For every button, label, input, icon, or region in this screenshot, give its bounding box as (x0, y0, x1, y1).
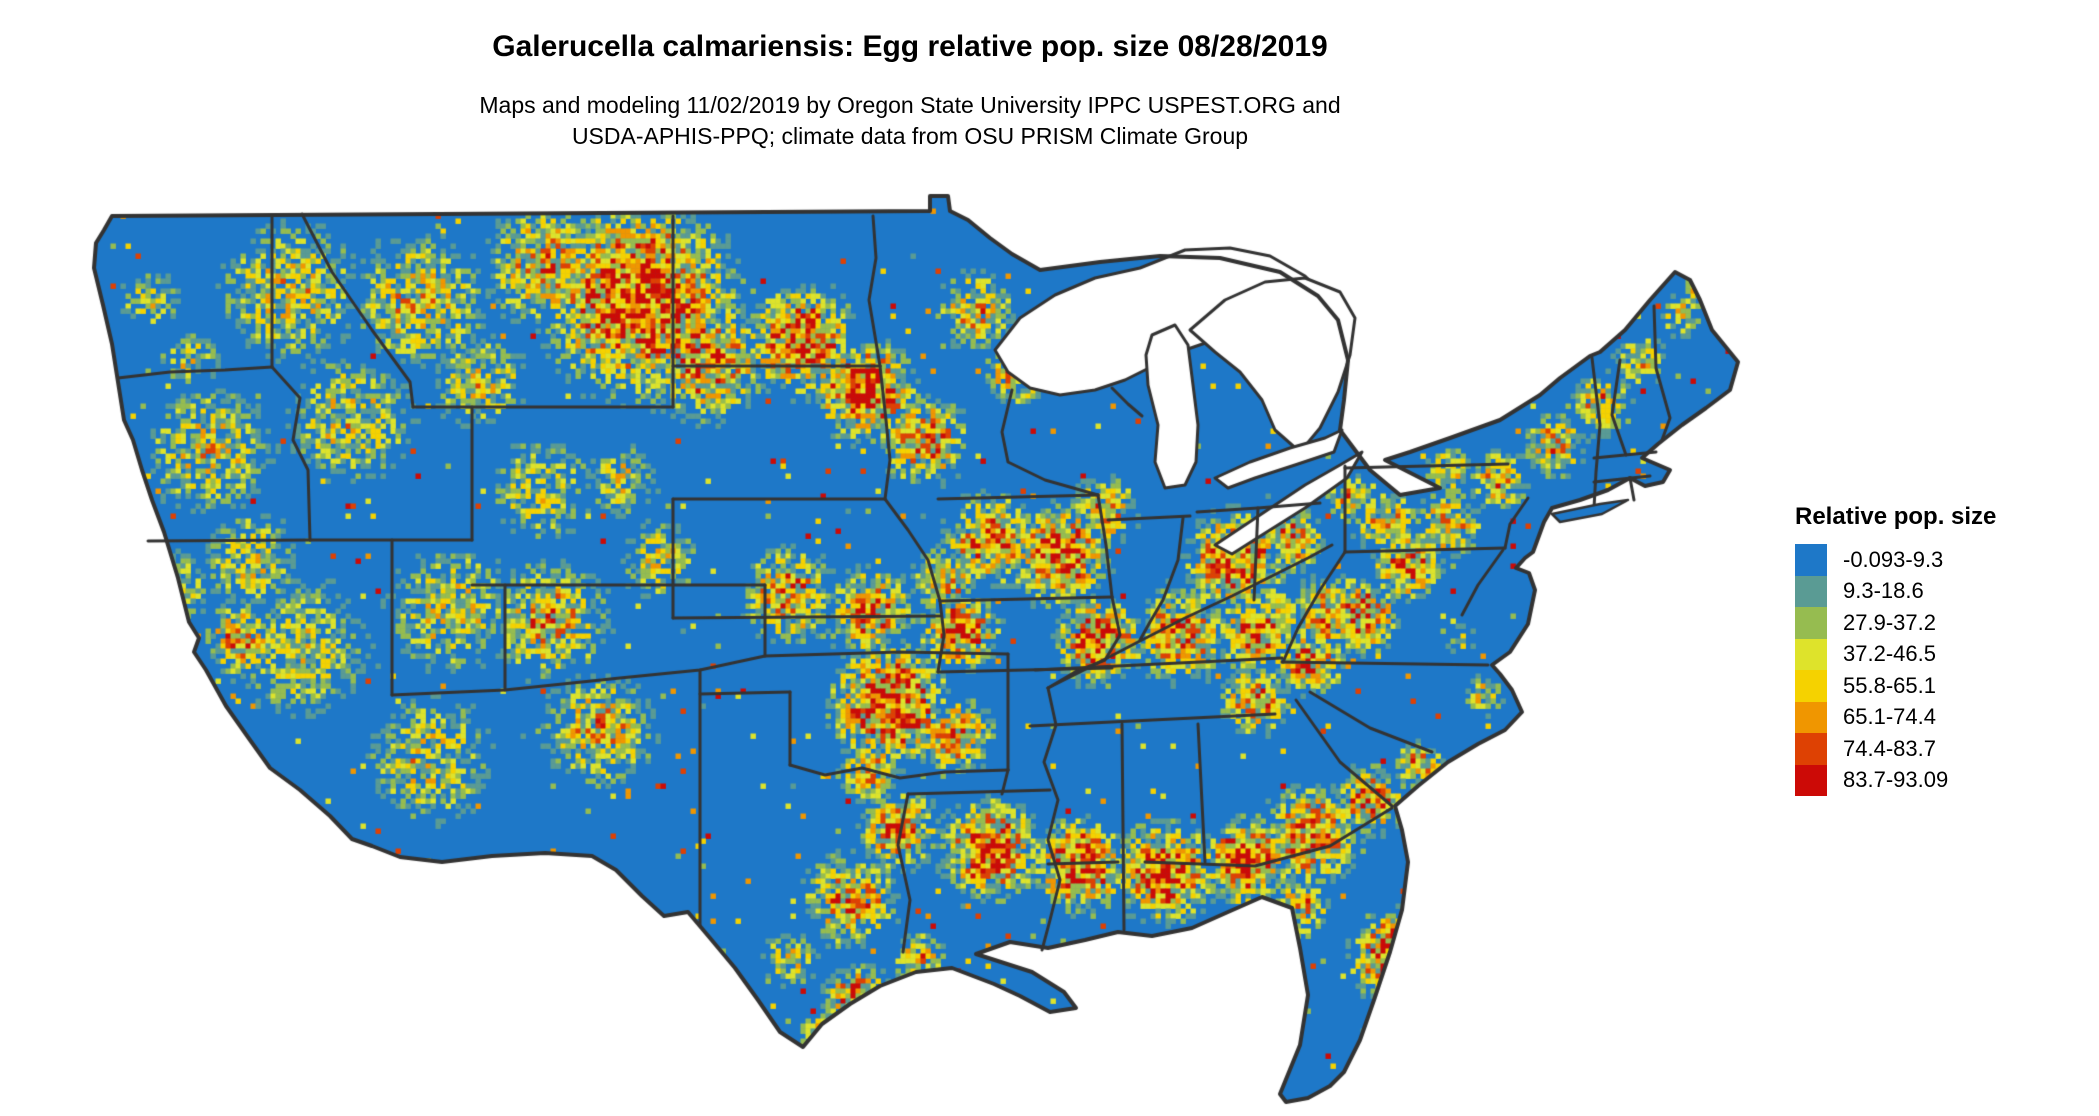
legend-row: 55.8-65.1 (1795, 670, 2095, 702)
legend-swatch (1795, 764, 1827, 796)
legend-row: -0.093-9.3 (1795, 544, 2095, 576)
legend-swatch (1795, 607, 1827, 639)
legend-swatch (1795, 544, 1827, 576)
legend-swatch (1795, 575, 1827, 607)
legend-swatch (1795, 638, 1827, 670)
legend-row: 9.3-18.6 (1795, 575, 2095, 607)
legend-swatch (1795, 701, 1827, 733)
legend-label: 74.4-83.7 (1843, 735, 1936, 761)
legend-row: 27.9-37.2 (1795, 607, 2095, 639)
legend-label: 83.7-93.09 (1843, 767, 1949, 793)
legend-row: 37.2-46.5 (1795, 638, 2095, 670)
legend-items: -0.093-9.3 9.3-18.6 27.9-37.2 37.2-46.5 … (1795, 544, 2095, 796)
legend-label: 27.9-37.2 (1843, 609, 1936, 635)
legend-title: Relative pop. size (1795, 503, 1997, 530)
legend-label: 55.8-65.1 (1843, 672, 1936, 698)
legend-swatch (1795, 670, 1827, 702)
legend-label: 9.3-18.6 (1843, 578, 1924, 604)
legend-row: 74.4-83.7 (1795, 733, 2095, 765)
legend-label: 37.2-46.5 (1843, 641, 1936, 667)
legend-label: -0.093-9.3 (1843, 546, 1944, 572)
legend-swatch (1795, 733, 1827, 765)
legend: Relative pop. size -0.093-9.3 9.3-18.6 2… (1795, 503, 2095, 796)
legend-label: 65.1-74.4 (1843, 704, 1936, 730)
legend-row: 65.1-74.4 (1795, 701, 2095, 733)
legend-row: 83.7-93.09 (1795, 764, 2095, 796)
